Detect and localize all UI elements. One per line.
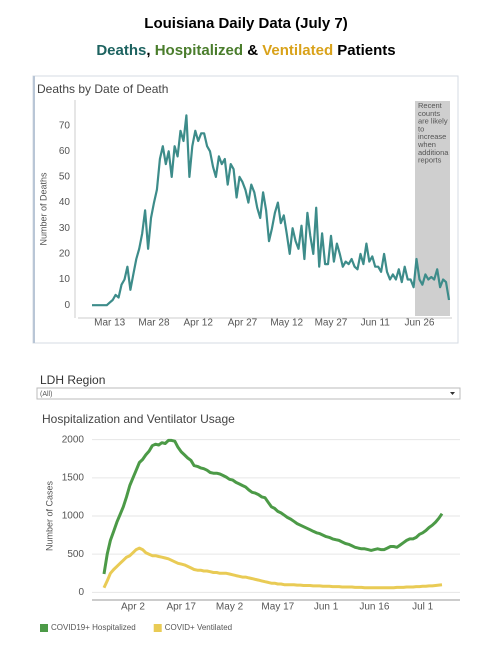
subtitle-part: Patients (333, 42, 396, 59)
x-tick-label: May 17 (261, 602, 294, 613)
subtitle-part: & (243, 42, 262, 59)
annotation-line: additiona (418, 148, 449, 157)
x-tick-label: Apr 2 (121, 602, 145, 613)
series-line (102, 438, 444, 575)
legend-label: COVID+ Ventilated (165, 623, 232, 632)
y-tick-label: 2000 (62, 434, 85, 445)
annotation-line: increase (418, 132, 446, 141)
x-tick-label: Apr 27 (228, 318, 258, 329)
x-tick-label: Jun 26 (404, 318, 434, 329)
y-tick-label: 0 (64, 300, 70, 311)
annotation-line: when (417, 140, 436, 149)
subtitle-part: Deaths (96, 42, 146, 59)
y-tick-label: 500 (67, 549, 84, 560)
legend-swatch (40, 624, 48, 632)
subtitle-part: Ventilated (262, 42, 333, 59)
y-tick-label: 50 (59, 172, 71, 183)
dropdown-arrow (450, 392, 455, 395)
annotation-line: Recent (418, 101, 443, 110)
page-title: Louisiana Daily Data (July 7) (144, 15, 347, 32)
y-axis-label: Number of Deaths (38, 172, 48, 246)
legend-swatch (153, 624, 162, 632)
filter-dropdown[interactable] (36, 387, 461, 400)
x-tick-label: May 27 (315, 318, 348, 329)
x-tick-label: Apr 17 (167, 602, 197, 613)
annotation-line: counts (418, 109, 440, 118)
x-tick-label: Apr 12 (183, 318, 213, 329)
chart-title: Deaths by Date of Death (37, 82, 168, 96)
x-tick-label: Jun 1 (314, 602, 339, 613)
y-axis-label: Number of Cases (44, 480, 54, 551)
y-tick-label: 30 (59, 223, 71, 234)
y-tick-label: 20 (59, 249, 71, 260)
y-tick-label: 1000 (62, 511, 85, 522)
y-tick-label: 70 (59, 120, 71, 131)
x-tick-label: May 12 (270, 318, 303, 329)
subtitle-part: Hospitalized (155, 42, 243, 59)
x-tick-label: Mar 13 (94, 318, 126, 329)
series-line (102, 546, 443, 590)
annotation-line: reports (418, 156, 442, 165)
y-tick-label: 40 (59, 197, 71, 208)
chart-frame (32, 75, 459, 344)
filter-value: (All) (40, 391, 52, 398)
filter-label: LDH Region (40, 373, 105, 387)
y-tick-label: 1500 (62, 472, 85, 483)
annotation-line: to (418, 124, 424, 133)
y-tick-label: 60 (59, 146, 71, 157)
chart-title: Hospitalization and Ventilator Usage (42, 412, 235, 426)
legend-label: COVID19+ Hospitalized (51, 623, 136, 632)
x-tick-label: Jul 1 (412, 602, 434, 613)
x-tick-label: Jun 11 (361, 318, 391, 329)
x-tick-label: Jun 16 (359, 602, 389, 613)
x-tick-label: May 2 (216, 602, 244, 613)
x-tick-label: Mar 28 (138, 318, 170, 329)
subtitle-part: , (146, 42, 154, 59)
annotation-line: are likely (418, 117, 448, 126)
y-tick-label: 10 (59, 274, 71, 285)
page-subtitle: Deaths, Hospitalized & Ventilated Patien… (96, 42, 395, 59)
y-tick-label: 0 (78, 587, 84, 598)
series-line (92, 114, 451, 307)
